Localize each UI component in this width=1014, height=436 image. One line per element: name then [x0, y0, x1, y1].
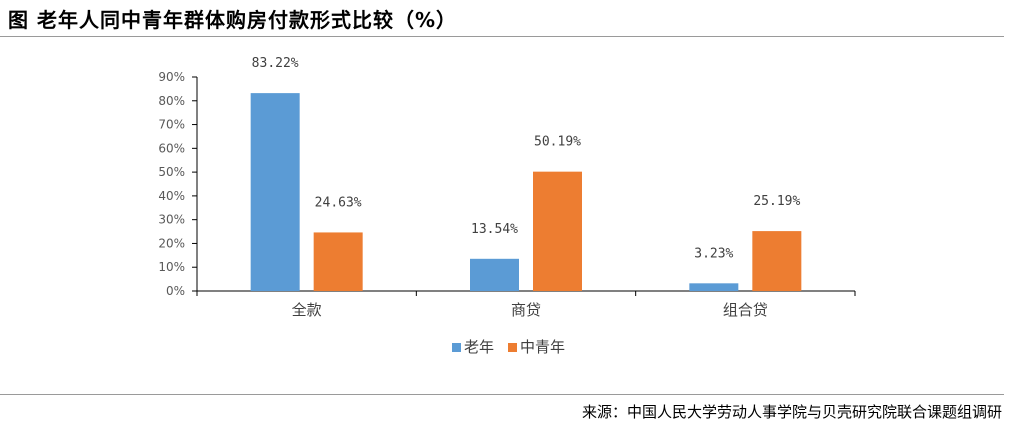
y-tick-label: 60% — [158, 141, 185, 155]
y-tick-label: 20% — [158, 236, 185, 250]
bar-老年 — [689, 283, 739, 291]
bar-中青年 — [313, 232, 363, 291]
y-tick-label: 70% — [158, 118, 185, 132]
y-tick-label: 40% — [158, 189, 185, 203]
legend-swatch — [508, 343, 517, 352]
y-tick-label: 50% — [158, 165, 185, 179]
data-label: 50.19% — [534, 135, 581, 150]
data-label: 24.63% — [315, 195, 362, 210]
data-label: 13.54% — [471, 222, 518, 237]
data-label: 25.19% — [753, 194, 800, 209]
category-label: 商贷 — [511, 301, 541, 319]
y-tick-label: 30% — [158, 213, 185, 227]
bar-老年 — [470, 258, 519, 291]
bar-中青年 — [533, 171, 582, 291]
figure-title: 图 老年人同中青年群体购房付款形式比较（%） — [8, 8, 458, 32]
y-tick-label: 10% — [158, 260, 185, 274]
category-label: 全款 — [292, 301, 322, 319]
legend-label: 中青年 — [520, 338, 565, 356]
bottom-rule — [0, 394, 1004, 395]
y-tick-label: 90% — [158, 70, 185, 84]
data-label: 83.22% — [252, 56, 299, 71]
legend-swatch — [452, 343, 461, 352]
bar-中青年 — [752, 231, 802, 291]
bar-老年 — [250, 93, 300, 291]
legend-label: 老年 — [464, 338, 494, 356]
y-tick-label: 0% — [166, 284, 185, 298]
category-label: 组合贷 — [723, 301, 768, 319]
data-label: 3.23% — [694, 246, 733, 261]
top-rule — [0, 36, 1004, 37]
bar-chart: 0% 10% 20% 30% 40% 50% 60% 70% 80% 90% 全款 83.22% 24.… — [158, 56, 856, 356]
y-tick-label: 80% — [158, 94, 185, 108]
source-note: 来源：中国人民大学劳动人事学院与贝壳研究院联合课题组调研 — [581, 403, 1002, 421]
